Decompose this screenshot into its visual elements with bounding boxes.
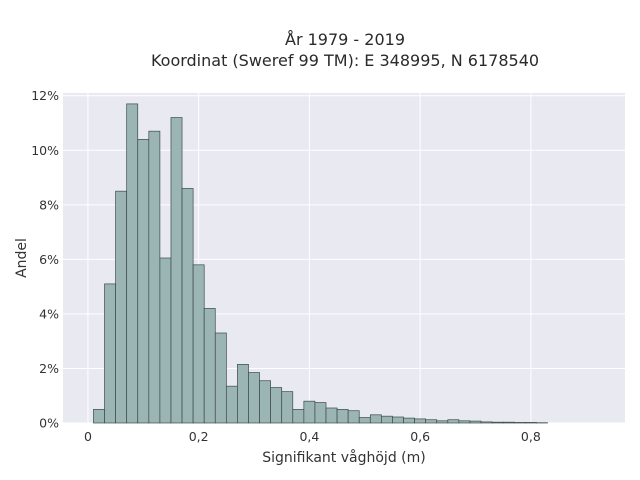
x-tick-label: 0,4 [299, 429, 319, 444]
histogram-bar [281, 391, 294, 424]
chart-title-line2: Koordinat (Sweref 99 TM): E 348995, N 61… [151, 51, 539, 70]
histogram-bar [93, 409, 105, 424]
histogram-bar [115, 190, 128, 424]
y-tick-label: 2% [39, 361, 59, 376]
histogram-bar [237, 364, 249, 424]
histogram-bar [425, 419, 438, 424]
x-tick-label: 0,8 [521, 429, 541, 444]
histogram-bar [358, 417, 371, 424]
histogram-bar [192, 264, 205, 424]
histogram-bar [347, 410, 360, 424]
histogram-bar [325, 407, 338, 424]
histogram-bar [104, 283, 116, 424]
histogram-bar [203, 308, 216, 424]
y-tick-label: 6% [39, 252, 59, 267]
x-tick-label: 0,2 [189, 429, 209, 444]
histogram-bar [491, 421, 504, 424]
histogram-bar [403, 417, 415, 424]
histogram-bar [126, 103, 139, 424]
y-tick-label: 12% [31, 88, 59, 103]
histogram-bar [303, 400, 316, 424]
histogram-bar [414, 418, 427, 424]
histogram-bar [137, 139, 150, 424]
histogram-bar [513, 422, 526, 424]
y-tick-label: 10% [31, 143, 59, 158]
histogram-bar [447, 419, 460, 424]
histogram-bar [392, 416, 404, 424]
histogram-bar [159, 257, 172, 424]
histogram-bar [248, 372, 260, 424]
histogram-bar [292, 409, 305, 424]
histogram-bar [214, 332, 227, 424]
y-axis-label: Andel [14, 238, 30, 278]
x-tick-label: 0,6 [410, 429, 430, 444]
chart-title-line1: År 1979 - 2019 [285, 30, 405, 49]
bars [93, 103, 548, 424]
histogram-bar [314, 402, 327, 424]
histogram-bar [524, 422, 537, 424]
histogram-bar [170, 117, 183, 424]
histogram-bar [148, 130, 161, 424]
histogram-bar [469, 420, 482, 424]
y-tick-label: 8% [39, 197, 59, 212]
x-tick-label: 0 [84, 429, 92, 444]
histogram-bar [225, 385, 238, 424]
x-axis-label: Signifikant våghöjd (m) [262, 449, 425, 466]
histogram-bar [336, 409, 349, 424]
histogram-bar [436, 420, 449, 424]
histogram-bar [181, 188, 194, 424]
histogram-bar [458, 420, 471, 424]
histogram-bar [480, 421, 493, 424]
histogram-bar [369, 414, 382, 424]
tick-labels: 0 0,2 0,4 0,6 0,8 0% 2% 4% 6% 8% 10% 12% [31, 88, 541, 444]
histogram-bar [259, 380, 271, 424]
histogram-bar [381, 415, 393, 424]
histogram-bar [270, 387, 283, 424]
y-tick-label: 4% [39, 306, 59, 321]
histogram-bar [502, 421, 515, 424]
y-tick-label: 0% [39, 416, 59, 431]
